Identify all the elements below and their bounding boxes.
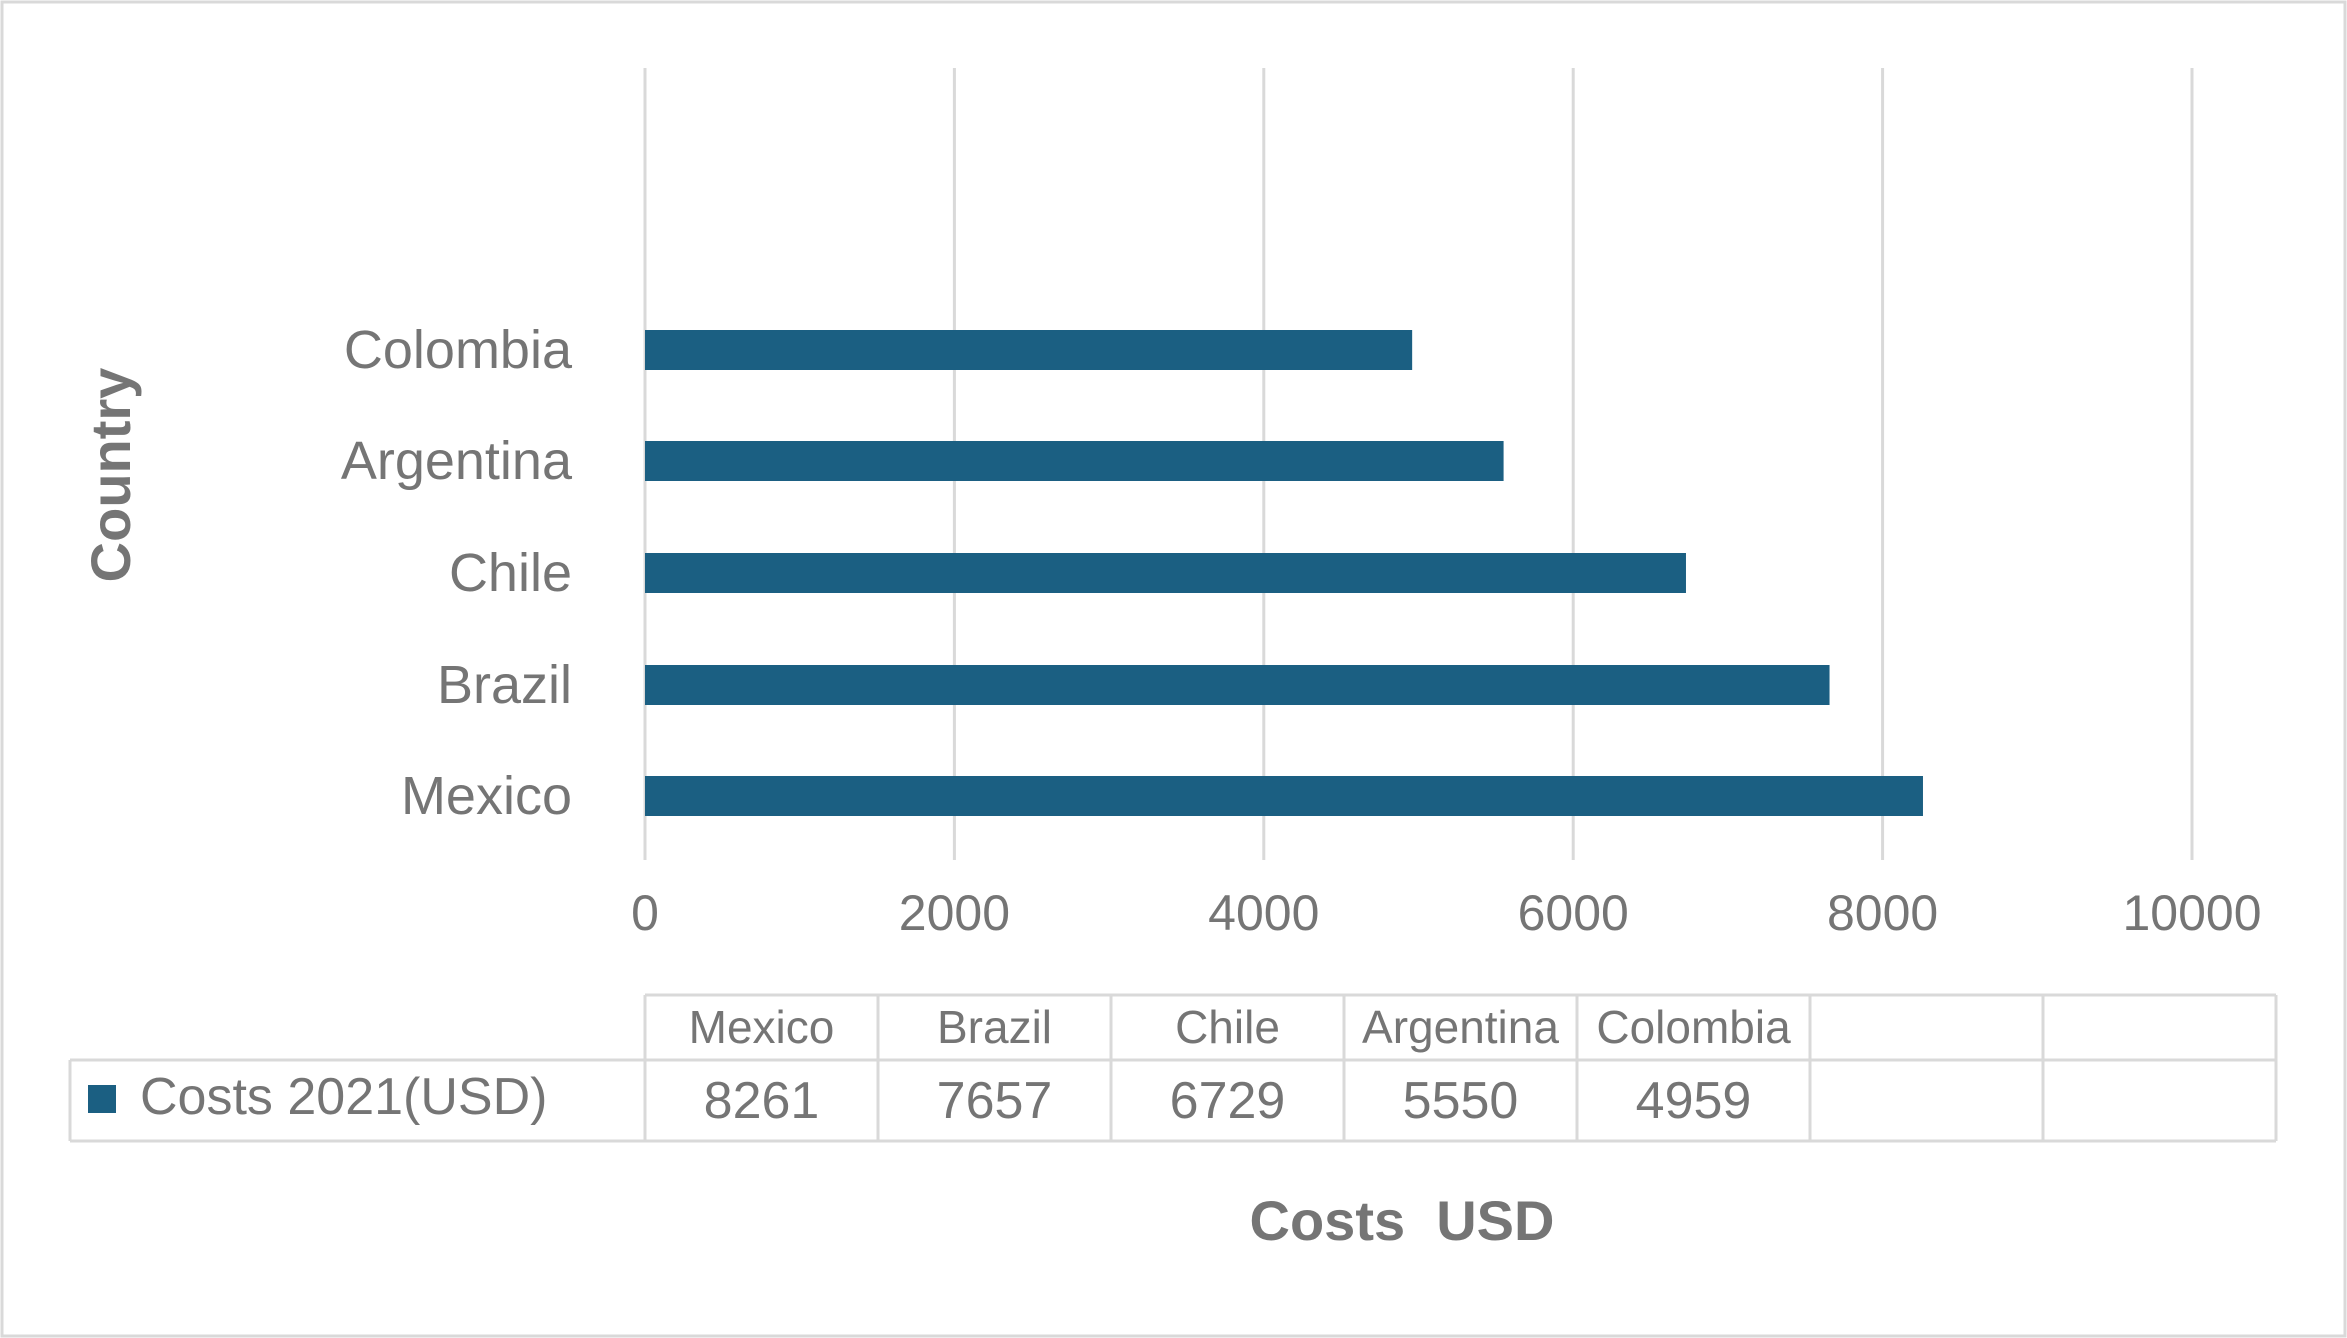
bars (645, 330, 1923, 816)
x-tick-label: 2000 (899, 885, 1010, 941)
table-header-cell: Brazil (937, 1001, 1052, 1053)
legend-label: Costs 2021(USD) (140, 1068, 547, 1126)
table-value-cell: 6729 (1170, 1072, 1286, 1130)
bar-mexico (645, 776, 1923, 816)
category-label: Brazil (437, 655, 572, 715)
table-header-cell: Mexico (689, 1001, 835, 1053)
table-header-cell: Chile (1175, 1001, 1280, 1053)
gridlines (643, 68, 2194, 860)
category-labels: Mexico Brazil Chile Argentina Colombia (341, 320, 573, 826)
data-table: Mexico Brazil Chile Argentina Colombia 8261 76… (68, 993, 2278, 1143)
y-axis-title: Country (79, 368, 142, 583)
table-value-cell: 7657 (937, 1072, 1053, 1130)
legend-key (88, 1085, 116, 1113)
table-value-cell: 8261 (704, 1072, 820, 1130)
category-label: Colombia (344, 320, 573, 380)
x-axis-title: Costs USD (1250, 1189, 1555, 1252)
bar-argentina (645, 441, 1504, 481)
x-tick-label: 10000 (2122, 885, 2261, 941)
x-tick-label: 0 (631, 885, 659, 941)
category-label: Chile (449, 543, 572, 603)
x-tick-label: 4000 (1208, 885, 1319, 941)
x-tick-label: 8000 (1827, 885, 1938, 941)
x-tick-label: 6000 (1518, 885, 1629, 941)
table-header-cell: Colombia (1596, 1001, 1791, 1053)
bar-colombia (645, 330, 1413, 370)
bar-chile (645, 553, 1686, 593)
category-label: Mexico (401, 766, 572, 826)
table-header-cell: Argentina (1362, 1001, 1559, 1053)
table-value-cell: 5550 (1403, 1072, 1519, 1130)
x-tick-labels: 0 2000 4000 6000 8000 10000 (631, 885, 2261, 941)
category-label: Argentina (341, 431, 573, 491)
table-value-cell: 4959 (1636, 1072, 1752, 1130)
bar-brazil (645, 665, 1830, 705)
